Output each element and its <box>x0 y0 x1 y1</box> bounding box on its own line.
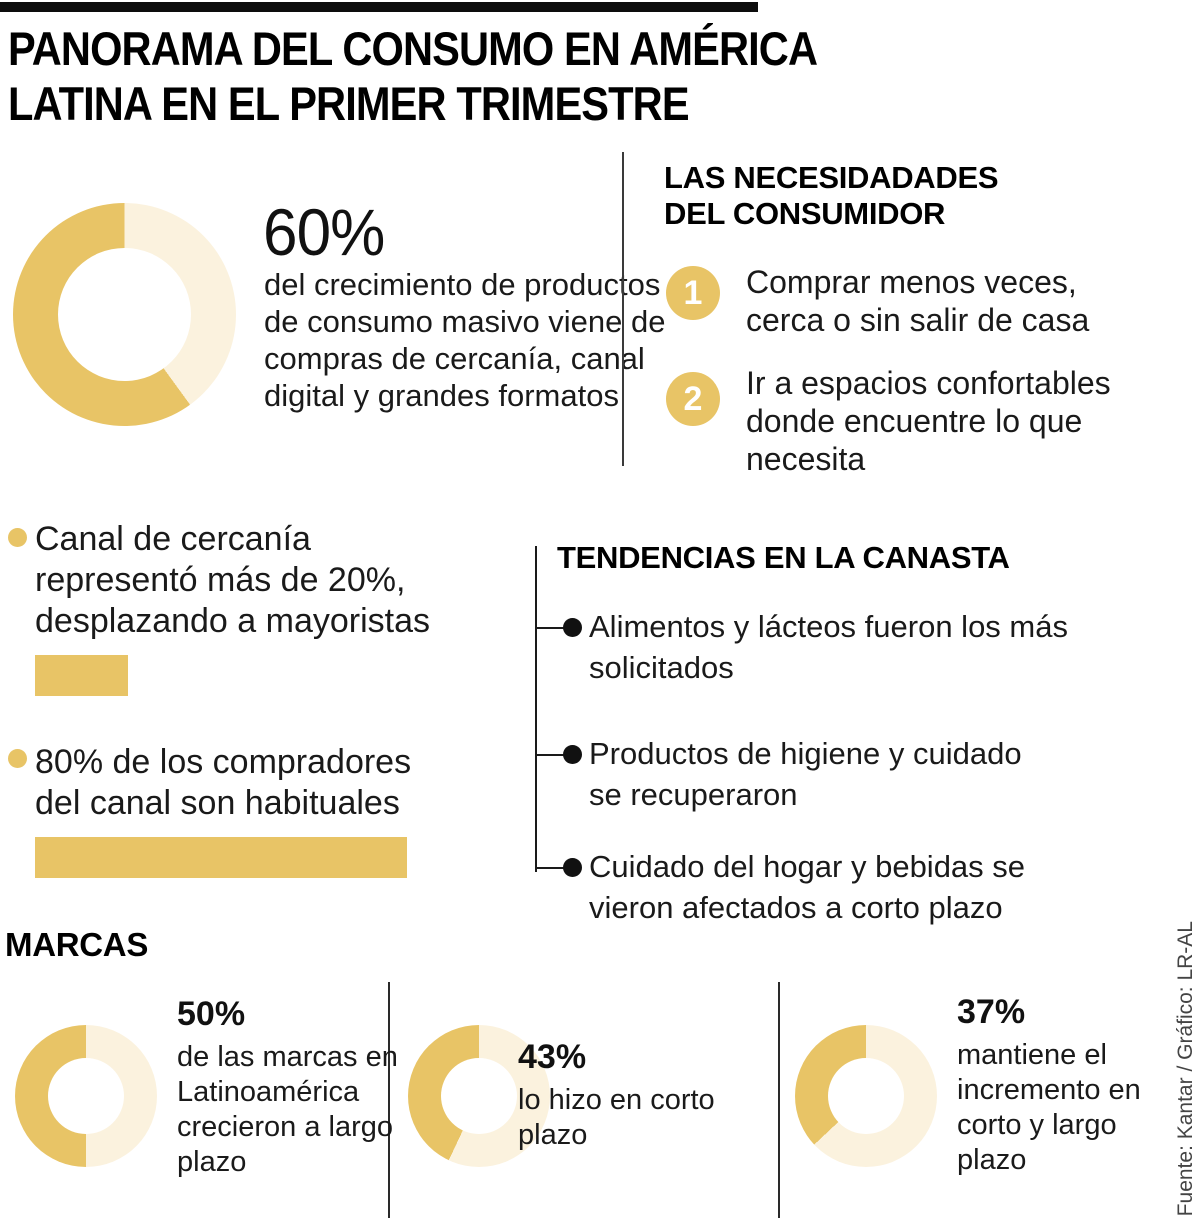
basket-item-2-text: Productos de higiene y cuidado se recupe… <box>589 736 1022 812</box>
basket-bracket-line <box>535 546 537 872</box>
needs-divider-line <box>622 152 624 466</box>
brand-percent-37: 37% <box>957 993 1026 1031</box>
need-2-text: Ir a espacios confortables donde encuent… <box>746 365 1111 477</box>
basket-item-3-text: Cuidado del hogar y bebidas se vieron af… <box>589 849 1026 925</box>
basket-connector-line <box>535 867 565 869</box>
basket-section-title: TENDENCIAS EN LA CANASTA <box>557 540 1010 575</box>
brands-section-title: MARCAS <box>5 926 149 963</box>
brand-desc-50: de las marcas en Latinoamérica crecieron… <box>177 1041 398 1178</box>
brand-donut-37 <box>795 1025 937 1167</box>
page-title: PANORAMA DEL CONSUMO EN AMÉRICA LATINA E… <box>8 22 818 130</box>
need-1-number-badge: 1 <box>666 266 720 320</box>
brand-desc-37: mantiene el incremento en corto y largo … <box>957 1039 1141 1176</box>
channel-fact-2-text: 80% de los compradores del canal son hab… <box>35 743 412 822</box>
basket-connector-line <box>535 627 565 629</box>
basket-connector-line <box>535 754 565 756</box>
growth-percent-value: 60% <box>263 195 385 269</box>
top-accent-bar <box>0 2 758 12</box>
bullet-dot-icon <box>563 618 582 637</box>
brands-divider-line <box>388 982 390 1218</box>
bullet-dot-icon <box>8 528 27 547</box>
basket-item-1-text: Alimentos y lácteos fueron los más solic… <box>589 609 1068 685</box>
brands-divider-line <box>778 982 780 1218</box>
bullet-dot-icon <box>563 745 582 764</box>
source-credit: Fuente: Kantar / Gráfico: LR-AL <box>1174 920 1197 1216</box>
growth-donut-chart <box>13 203 236 426</box>
brand-donut-50 <box>15 1025 157 1167</box>
channel-fact-1-bar <box>35 655 128 696</box>
channel-fact-1-text: Canal de cercanía representó más de 20%,… <box>35 520 431 640</box>
need-1-text: Comprar menos veces, cerca o sin salir d… <box>746 264 1090 338</box>
bullet-dot-icon <box>563 858 582 877</box>
brand-desc-43: lo hizo en corto plazo <box>518 1084 715 1151</box>
growth-description: del crecimiento de productos de consumo … <box>264 267 666 413</box>
channel-fact-2-bar <box>35 837 407 878</box>
needs-section-title: LAS NECESIDADADES DEL CONSUMIDOR <box>664 160 999 231</box>
bullet-dot-icon <box>8 749 27 768</box>
need-2-number-badge: 2 <box>666 372 720 426</box>
brand-percent-50: 50% <box>177 995 246 1033</box>
brand-percent-43: 43% <box>518 1038 587 1076</box>
brand-donut-43 <box>408 1025 550 1167</box>
